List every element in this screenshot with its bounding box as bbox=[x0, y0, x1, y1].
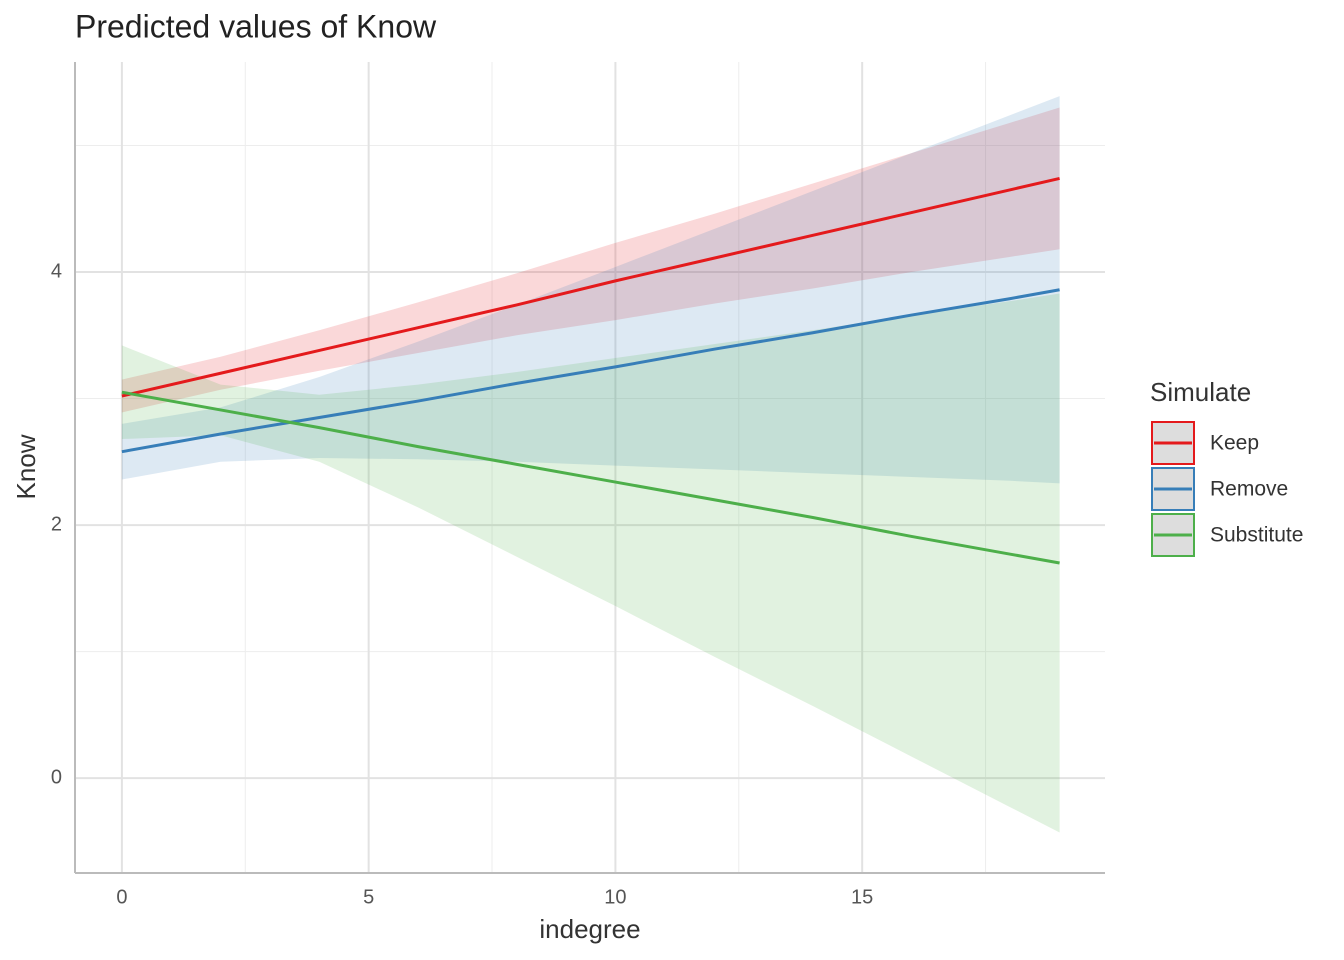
confidence-band bbox=[121, 293, 1060, 833]
x-tick-label: 10 bbox=[604, 886, 626, 908]
series-line bbox=[121, 176, 1060, 398]
y-tick-label: 2 bbox=[51, 513, 62, 535]
x-tick-label: 5 bbox=[363, 886, 374, 908]
legend-label: Remove bbox=[1210, 478, 1288, 501]
chart-title: Predicted values of Know bbox=[75, 8, 437, 44]
legend-label: Substitute bbox=[1210, 524, 1303, 547]
legend-title: Simulate bbox=[1150, 377, 1251, 407]
confidence-band bbox=[121, 107, 1060, 413]
series-line bbox=[121, 390, 1060, 565]
confidence-band bbox=[121, 96, 1060, 484]
y-tick-label: 0 bbox=[51, 766, 62, 788]
x-tick-label: 15 bbox=[851, 886, 873, 908]
x-tick-label: 0 bbox=[116, 886, 127, 908]
y-tick-label: 4 bbox=[51, 260, 62, 282]
x-axis-title: indegree bbox=[539, 914, 640, 944]
y-axis-title: Know bbox=[11, 434, 41, 499]
legend-label: Keep bbox=[1210, 432, 1259, 455]
